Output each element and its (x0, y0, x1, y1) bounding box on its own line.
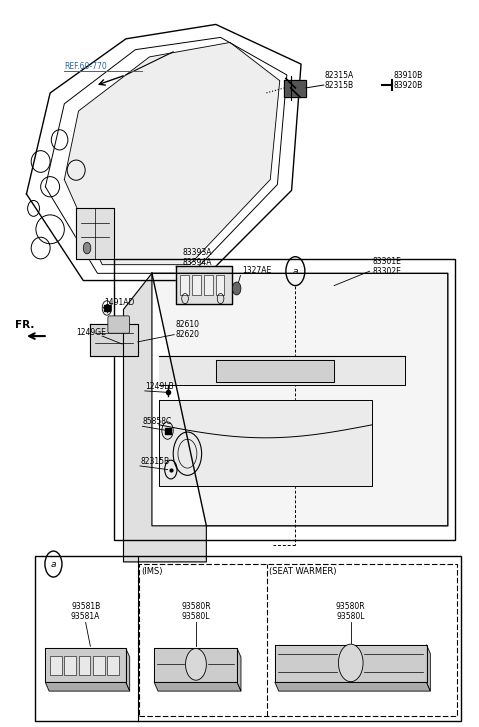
Bar (180, 275, 189, 295)
Circle shape (83, 242, 91, 254)
Circle shape (232, 282, 241, 295)
Text: 83393A: 83393A (182, 248, 212, 257)
Polygon shape (237, 648, 241, 691)
Text: 93581B: 93581B (71, 602, 100, 611)
Bar (79, 656, 91, 675)
Text: 93581A: 93581A (71, 612, 100, 621)
Text: 82315B: 82315B (325, 81, 354, 90)
Text: 82315A: 82315A (325, 71, 354, 80)
FancyBboxPatch shape (108, 316, 130, 333)
Bar (192, 275, 201, 295)
Text: 93580L: 93580L (337, 612, 365, 621)
Text: 83394A: 83394A (182, 258, 212, 267)
Text: (IMS): (IMS) (141, 567, 163, 577)
Bar (50, 656, 62, 675)
Polygon shape (159, 356, 405, 385)
Polygon shape (275, 683, 430, 691)
Bar (64, 656, 76, 675)
Polygon shape (216, 360, 334, 382)
Polygon shape (176, 266, 232, 305)
Text: 83301E: 83301E (372, 257, 401, 266)
Circle shape (339, 644, 363, 682)
Text: 1249LB: 1249LB (145, 382, 173, 391)
Polygon shape (76, 209, 114, 259)
Polygon shape (159, 400, 372, 486)
Polygon shape (46, 648, 126, 683)
Bar (107, 656, 119, 675)
Polygon shape (124, 273, 206, 562)
Text: a: a (51, 560, 56, 569)
Polygon shape (64, 42, 280, 265)
Bar (216, 275, 224, 295)
Polygon shape (275, 645, 426, 683)
Text: 1249GE: 1249GE (76, 328, 106, 337)
Polygon shape (46, 683, 130, 691)
Text: 93580L: 93580L (182, 612, 210, 621)
Bar (114, 259, 455, 540)
Text: (SEAT WARMER): (SEAT WARMER) (269, 567, 337, 577)
Polygon shape (426, 645, 430, 691)
Text: 85858C: 85858C (142, 417, 171, 426)
Text: REF.60-770: REF.60-770 (64, 63, 107, 71)
Text: 82620: 82620 (176, 330, 200, 339)
Text: 82315B: 82315B (140, 457, 169, 466)
Polygon shape (152, 273, 448, 526)
Text: FR.: FR. (15, 321, 34, 330)
Bar (93, 656, 104, 675)
Polygon shape (285, 80, 306, 97)
Text: a: a (293, 267, 298, 276)
Polygon shape (126, 648, 130, 691)
Polygon shape (91, 324, 137, 356)
Polygon shape (154, 648, 237, 683)
Text: 1327AE: 1327AE (242, 267, 271, 276)
Bar (35, 556, 461, 720)
Text: 93580R: 93580R (181, 602, 211, 611)
Text: 93580R: 93580R (336, 602, 365, 611)
Text: 83910B: 83910B (393, 71, 422, 80)
Text: 83302E: 83302E (372, 268, 401, 276)
Bar (139, 564, 457, 715)
Circle shape (185, 648, 206, 680)
Text: 83920B: 83920B (393, 81, 422, 90)
Bar (204, 275, 213, 295)
Text: 82610: 82610 (176, 320, 200, 329)
Text: 1491AD: 1491AD (104, 298, 135, 308)
Polygon shape (154, 683, 241, 691)
